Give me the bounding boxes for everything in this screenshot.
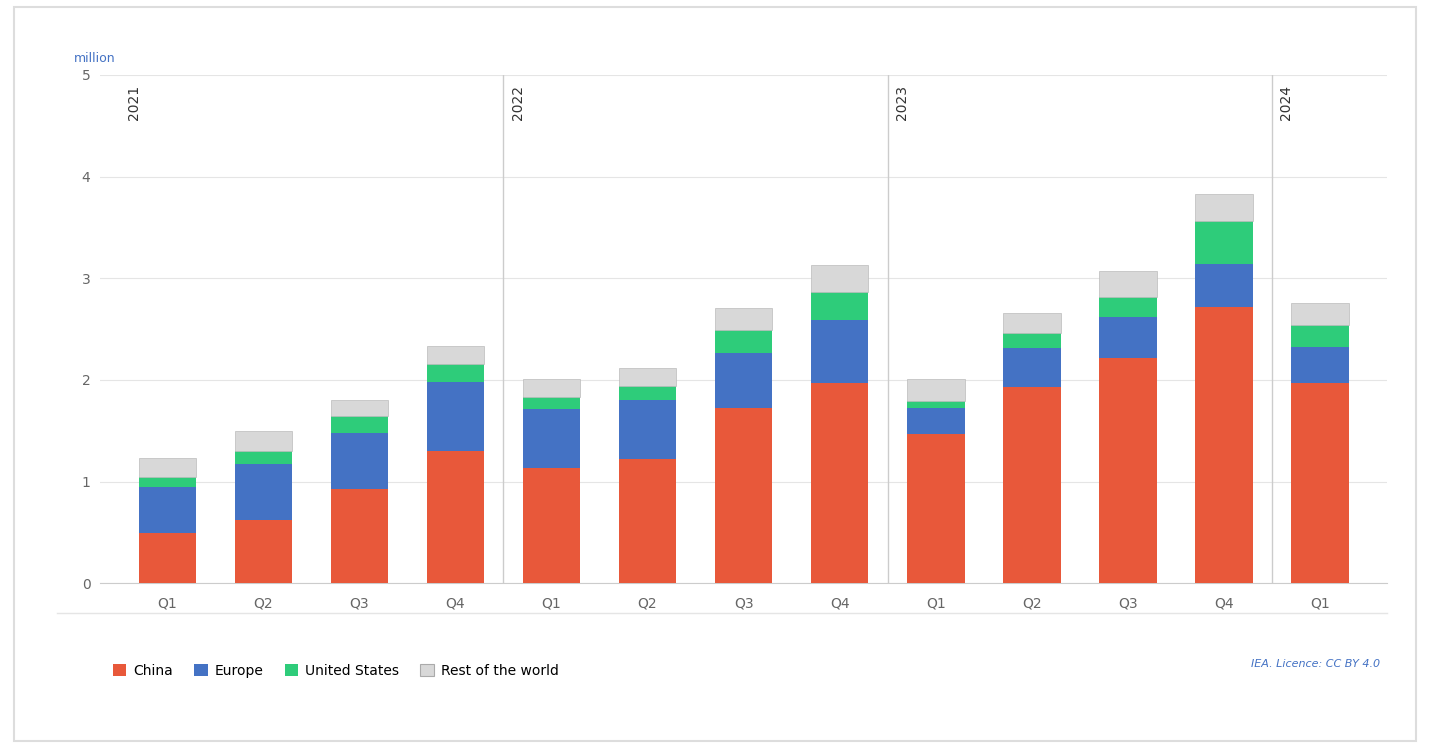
Bar [1291,325,1348,347]
Bar [235,521,292,583]
Bar [330,416,388,433]
Bar [1100,271,1157,296]
Bar [811,320,868,383]
Bar [715,408,772,583]
Text: 2023: 2023 [895,85,909,120]
Bar [1100,296,1157,317]
Bar [715,330,772,352]
Text: 2022: 2022 [511,85,525,120]
Bar [139,533,196,583]
Bar [235,431,292,451]
Bar [1291,303,1348,325]
Bar [1002,387,1061,583]
Bar [523,379,581,397]
Bar [426,346,485,364]
Bar [619,368,676,386]
Bar [330,489,388,583]
Bar [811,292,868,320]
Bar [426,364,485,382]
Bar [139,459,196,476]
Bar [1100,317,1157,358]
Bar [426,382,485,451]
Bar [139,476,196,487]
Bar [811,265,868,292]
Bar [1195,307,1253,583]
Bar [523,397,581,409]
Bar [907,402,964,408]
Bar [1002,313,1061,333]
Bar [907,408,964,434]
Bar [1195,221,1253,264]
Bar [1100,358,1157,583]
Bar [330,433,388,489]
Bar [1291,347,1348,383]
Text: 2024: 2024 [1280,85,1293,120]
Bar [330,400,388,416]
Bar [1002,333,1061,349]
Bar [715,307,772,330]
Bar [907,434,964,583]
Text: 2021: 2021 [127,85,140,120]
Bar [619,400,676,459]
Bar [523,468,581,583]
Text: IEA. Licence: CC BY 4.0: IEA. Licence: CC BY 4.0 [1251,660,1380,669]
Text: million: million [74,52,116,64]
Bar [1195,264,1253,307]
Bar [619,459,676,583]
Bar [1291,383,1348,583]
Bar [811,383,868,583]
Bar [523,409,581,468]
Bar [715,352,772,408]
Bar [139,487,196,533]
Bar [426,451,485,583]
Bar [1195,194,1253,221]
Bar [1002,349,1061,387]
Bar [619,386,676,400]
Bar [235,451,292,465]
Legend: China, Europe, United States, Rest of the world: China, Europe, United States, Rest of th… [107,658,565,684]
Bar [907,379,964,402]
Bar [235,465,292,521]
